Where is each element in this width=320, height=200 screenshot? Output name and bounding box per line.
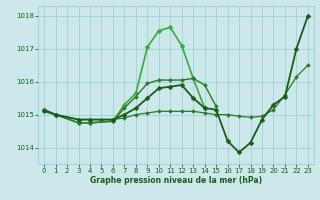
X-axis label: Graphe pression niveau de la mer (hPa): Graphe pression niveau de la mer (hPa)	[90, 176, 262, 185]
